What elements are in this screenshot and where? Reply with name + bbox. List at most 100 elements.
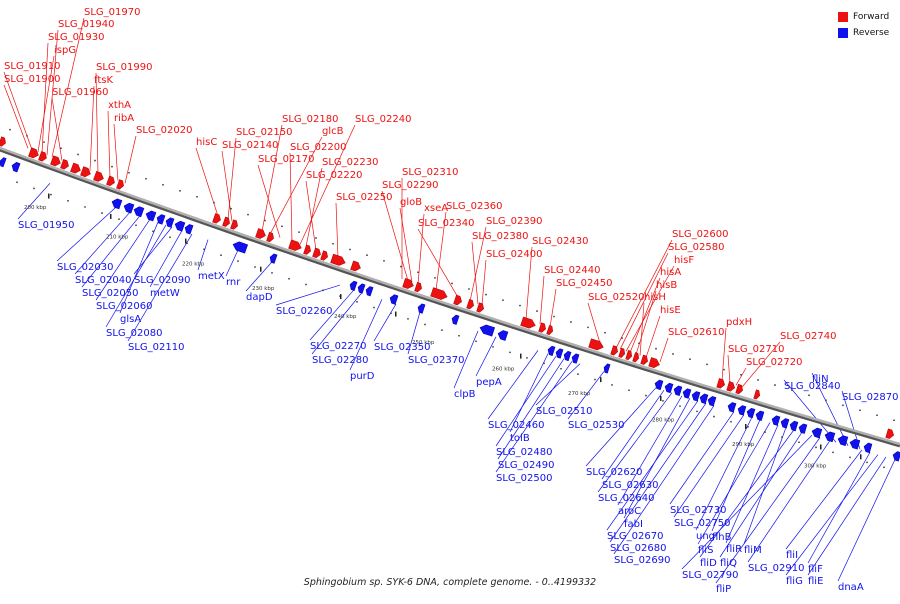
track-dot [281, 225, 283, 228]
track-dot [655, 347, 657, 350]
forward-gene-arrow [414, 281, 422, 293]
forward-gene-arrow [520, 316, 536, 329]
forward-gene-arrow [116, 179, 124, 190]
forward-gene-arrow [430, 287, 448, 300]
leader-line [597, 392, 673, 493]
track-dot [332, 242, 334, 245]
gene-label: SLG_02080 [106, 328, 162, 339]
track-dot [315, 237, 317, 239]
track-dot [390, 312, 392, 315]
gene-label: SLG_02050 [82, 288, 138, 299]
track-dot [128, 171, 130, 174]
track-dot [520, 353, 522, 359]
scale-tick-label: 280 kbp [652, 417, 675, 423]
leader-line [51, 17, 85, 158]
forward-gene-arrow [70, 162, 81, 174]
track-dot [502, 299, 504, 301]
track-dot [434, 276, 436, 279]
gene-label: xthA [108, 100, 131, 111]
gene-label: SLG_02230 [322, 157, 378, 168]
track-dot [135, 224, 137, 227]
leader-line [311, 292, 363, 355]
leader-line [37, 55, 55, 152]
gene-label: SLG_02310 [402, 167, 458, 178]
leader-line [481, 259, 487, 306]
gene-label: fabI [624, 519, 643, 530]
gene-label: fliS [698, 545, 713, 556]
track-dot [536, 310, 538, 312]
gene-label: SLG_01940 [58, 19, 114, 30]
leader-line [535, 363, 581, 406]
gene-label: ribA [114, 113, 134, 124]
forward-gene-arrow [222, 216, 230, 227]
leader-line [619, 252, 669, 350]
gene-label: SLG_02790 [682, 570, 738, 581]
legend: Forward Reverse [838, 9, 889, 41]
track-dot [577, 373, 579, 376]
gene-label: hisF [674, 255, 694, 266]
gene-label: hisB [656, 280, 677, 291]
reverse-swatch [838, 28, 848, 38]
track-dot [660, 395, 662, 401]
reverse-gene-arrow [654, 379, 664, 391]
track-dot [859, 409, 861, 412]
leader-line [495, 361, 573, 473]
leader-line [471, 241, 479, 304]
leader-line [269, 136, 323, 235]
leader-line [349, 299, 383, 371]
gene-label: SLG_02260 [276, 306, 332, 317]
reverse-gene-arrow [691, 391, 701, 402]
track-dot [672, 353, 674, 355]
forward-gene-arrow [288, 239, 302, 251]
track-dot [145, 177, 147, 180]
leader-line [495, 355, 557, 447]
gene-arrows [0, 136, 900, 462]
gene-label: pdxH [726, 317, 752, 328]
forward-gene-arrow [885, 428, 895, 439]
leader-line [613, 405, 715, 555]
forward-gene-arrow [625, 350, 633, 361]
gene-label: SLG_02280 [312, 355, 368, 366]
gene-label: SLG_02580 [668, 242, 724, 253]
gene-label: SLG_02600 [672, 229, 728, 240]
reverse-gene-arrow [0, 157, 7, 168]
track-dot [689, 358, 691, 361]
track-dot [298, 231, 300, 234]
leader-line [725, 424, 779, 544]
reverse-gene-arrow [737, 405, 747, 416]
gene-label: tolB [510, 433, 530, 444]
track-dot [383, 259, 385, 262]
track-dot [395, 311, 397, 317]
track-dot [50, 193, 52, 196]
reverse-gene-arrow [699, 393, 709, 404]
gene-label: SLG_02150 [236, 127, 292, 138]
gene-label: SLG_02170 [258, 154, 314, 165]
gene-label: SLG_02020 [136, 125, 192, 136]
track-dot [662, 399, 664, 402]
leader-line [721, 327, 727, 382]
leader-line [727, 354, 731, 384]
track-dot [730, 420, 732, 423]
gene-label: fliE [808, 576, 823, 587]
gene-label: SLG_02500 [496, 473, 552, 484]
track-dot [264, 219, 266, 222]
reverse-gene-arrow [798, 423, 808, 434]
leader-line [56, 206, 117, 262]
forward-gene-arrow [28, 147, 39, 159]
leader-line [497, 358, 565, 460]
leader-line [811, 372, 849, 446]
track-dot [340, 294, 342, 300]
reverse-gene-arrow [365, 286, 374, 297]
track-dot [774, 384, 776, 386]
reverse-gene-arrow [755, 410, 765, 421]
gene-label: SLG_02400 [486, 249, 542, 260]
track-dot [860, 454, 862, 460]
gene-label: flhB [712, 532, 732, 543]
leader-line [673, 414, 745, 518]
forward-gene-arrow [546, 325, 554, 336]
genome-backbone [0, 146, 900, 448]
track-dot [638, 342, 640, 345]
reverse-gene-arrow [547, 345, 556, 357]
reverse-gene-arrow [824, 431, 836, 443]
leader-line [89, 85, 95, 171]
